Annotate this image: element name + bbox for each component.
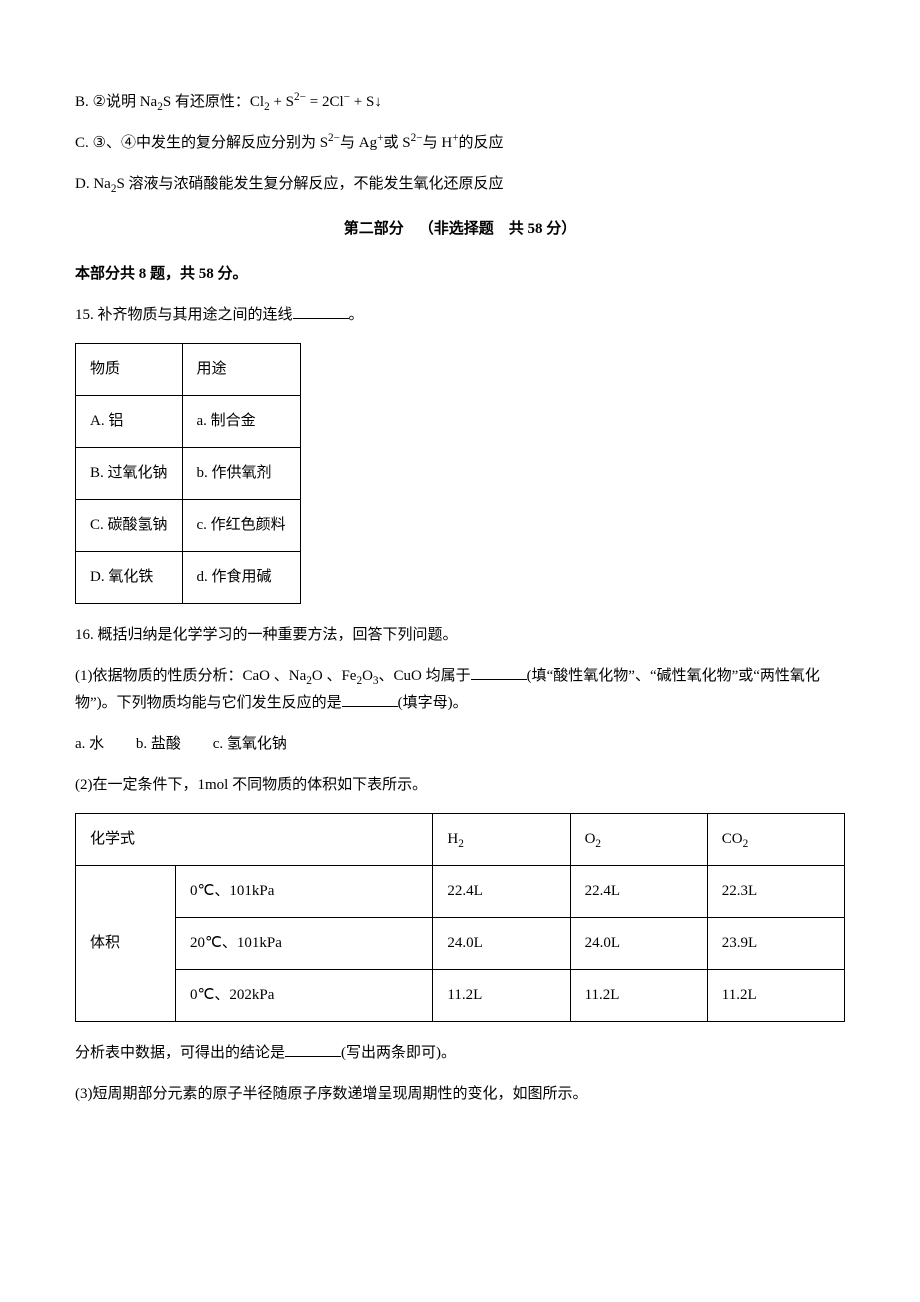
q16-table: 化学式 H2 O2 CO2 体积 0℃、101kPa 22.4L 22.4L 2… [75,813,845,1022]
q16-intro: 16. 概括归纳是化学学习的一种重要方法，回答下列问题。 [75,622,845,649]
choice-b: b. 盐酸 [136,731,181,758]
q15-table: 物质 用途 A. 铝 a. 制合金 B. 过氧化钠 b. 作供氧剂 C. 碳酸氢… [75,343,301,604]
choice-c: c. 氢氧化钠 [213,731,287,758]
choice-a: a. 水 [75,731,104,758]
blank [342,692,398,707]
option-b: B. ②说明 Na2S 有还原性：Cl2 + S2− = 2Cl− + S↓ [75,89,845,116]
table-header: 物质 [76,344,183,396]
table-left: 体积 [76,866,176,1022]
table-row: 物质 用途 [76,344,301,396]
table-row: 体积 0℃、101kPa 22.4L 22.4L 22.3L [76,866,845,918]
table-row: A. 铝 a. 制合金 [76,396,301,448]
q16-p1: (1)依据物质的性质分析：CaO 、Na2O 、Fe2O3、CuO 均属于(填“… [75,663,845,717]
option-c: C. ③、④中发生的复分解反应分别为 S2−与 Ag+或 S2−与 H+的反应 [75,130,845,157]
blank [471,665,527,680]
table-row: D. 氧化铁 d. 作食用碱 [76,552,301,604]
table-header: 化学式 [76,814,433,866]
table-row: 化学式 H2 O2 CO2 [76,814,845,866]
table-header: O2 [570,814,707,866]
q15-text: 15. 补齐物质与其用途之间的连线。 [75,302,845,329]
option-d: D. Na2S 溶液与浓硝酸能发生复分解反应，不能发生氧化还原反应 [75,171,845,198]
blank [285,1042,341,1057]
table-header: H2 [433,814,570,866]
part2-title: 第二部分 （非选择题 共 58 分） [75,216,845,243]
q16-p2: (2)在一定条件下，1mol 不同物质的体积如下表所示。 [75,772,845,799]
q16-p3: (3)短周期部分元素的原子半径随原子序数递增呈现周期性的变化，如图所示。 [75,1081,845,1108]
table-row: B. 过氧化钠 b. 作供氧剂 [76,448,301,500]
blank [293,304,349,319]
table-header: CO2 [707,814,844,866]
table-row: C. 碳酸氢钠 c. 作红色颜料 [76,500,301,552]
table-row: 0℃、202kPa 11.2L 11.2L 11.2L [76,970,845,1022]
q16-p2-after: 分析表中数据，可得出的结论是(写出两条即可)。 [75,1040,845,1067]
q16-choices: a. 水 b. 盐酸 c. 氢氧化钠 [75,731,845,758]
table-header: 用途 [182,344,300,396]
table-row: 20℃、101kPa 24.0L 24.0L 23.9L [76,918,845,970]
part2-note: 本部分共 8 题，共 58 分。 [75,261,845,288]
